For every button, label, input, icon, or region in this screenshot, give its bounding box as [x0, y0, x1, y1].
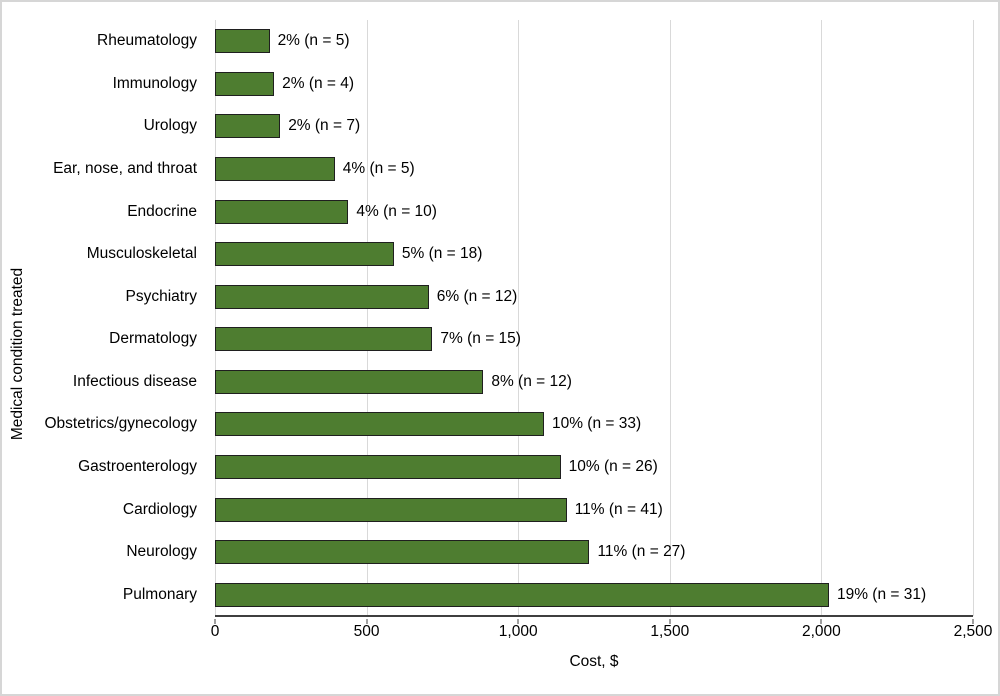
- bar-value-label: 11% (n = 41): [574, 500, 663, 518]
- gridline: [669, 20, 671, 616]
- category-label: Urology: [143, 117, 197, 135]
- x-axis-line: [214, 615, 974, 624]
- bar: [215, 284, 429, 309]
- category-axis: Rheumatology Immunology Urology Ear, nose, …: [2, 20, 206, 616]
- bar-row: 2% (n = 4): [215, 63, 973, 106]
- category-label: Cardiology: [122, 500, 197, 518]
- x-axis-title: Cost, $: [569, 653, 619, 670]
- x-tick-label: 1,000: [498, 623, 538, 640]
- bar: [215, 327, 433, 352]
- bar: [215, 582, 829, 607]
- bar: [215, 497, 567, 522]
- category-label: Ear, nose, and throat: [53, 160, 197, 178]
- bar: [215, 114, 281, 139]
- bar: [215, 455, 561, 480]
- bar: [215, 157, 335, 182]
- category-label: Dermatology: [109, 330, 197, 348]
- bar: [215, 540, 590, 565]
- bar-value-label: 8% (n = 12): [491, 372, 572, 390]
- bar-rows: 2% (n = 5) 2% (n = 4) 2% (n = 7) 4% (n = 5)…: [215, 20, 973, 616]
- bar-row: 11% (n = 27): [215, 531, 973, 574]
- bar-value-label: 10% (n = 26): [568, 458, 658, 476]
- bar-row: 7% (n = 15): [215, 318, 973, 361]
- bar-value-label: 4% (n = 5): [342, 160, 415, 178]
- bar-value-label: 2% (n = 5): [277, 32, 350, 50]
- x-tick-label: 2,000: [801, 623, 841, 640]
- category-label: Rheumatology: [97, 32, 197, 50]
- bar-row: 19% (n = 31): [215, 574, 973, 617]
- bar-value-label: 4% (n = 10): [356, 202, 437, 220]
- category-label: Immunology: [112, 74, 197, 92]
- bar-row: 2% (n = 7): [215, 105, 973, 148]
- bar-row: 8% (n = 12): [215, 361, 973, 404]
- bar-row: 5% (n = 18): [215, 233, 973, 276]
- gridlines: [215, 20, 974, 616]
- bar-value-label: 6% (n = 12): [436, 287, 518, 305]
- x-tick-labels: 0 500 1,000 1,500 2,000 2,500: [211, 623, 993, 641]
- bar-value-label: 11% (n = 27): [597, 543, 686, 561]
- bar-row: 2% (n = 5): [215, 20, 973, 63]
- bar-row: 4% (n = 5): [215, 148, 973, 191]
- bar-value-label: 7% (n = 15): [440, 330, 521, 348]
- gridline: [518, 20, 520, 616]
- x-axis-tick: [972, 619, 974, 624]
- bar-value-label: 2% (n = 7): [288, 117, 361, 135]
- bar-value-label: 10% (n = 33): [551, 415, 642, 433]
- bar: [215, 71, 275, 96]
- gridline: [821, 20, 823, 616]
- category-label: Infectious disease: [72, 372, 197, 390]
- x-axis-tick: [214, 619, 216, 624]
- category-label: Endocrine: [127, 202, 197, 220]
- category-label: Pulmonary: [122, 585, 197, 603]
- bar-value-label: 5% (n = 18): [401, 245, 483, 263]
- x-tick-label: 1,500: [650, 623, 690, 640]
- gridline: [973, 20, 974, 616]
- category-label: Neurology: [126, 543, 197, 561]
- x-axis-tick: [669, 619, 671, 624]
- bar-row: 10% (n = 26): [215, 446, 973, 489]
- gridline: [215, 20, 216, 616]
- plot-area: 2% (n = 5) 2% (n = 4) 2% (n = 7) 4% (n = 5)…: [215, 20, 974, 616]
- bar-value-label: 19% (n = 31): [836, 585, 927, 603]
- bar: [215, 29, 270, 54]
- bar: [215, 412, 544, 437]
- category-label: Gastroenterology: [78, 458, 197, 476]
- category-label: Obstetrics/gynecology: [44, 415, 198, 433]
- bar: [215, 199, 349, 224]
- category-label: Musculoskeletal: [86, 245, 197, 263]
- x-axis-tick: [820, 619, 822, 624]
- bar: [215, 242, 394, 267]
- bar-row: 4% (n = 10): [215, 190, 973, 233]
- x-tick-label: 500: [353, 623, 380, 640]
- bar-value-label: 2% (n = 4): [282, 74, 355, 92]
- x-tick-label: 2,500: [953, 623, 993, 640]
- bar: [215, 369, 484, 394]
- bar-row: 11% (n = 41): [215, 488, 973, 531]
- x-tick-label: 0: [210, 623, 220, 640]
- bar-row: 10% (n = 33): [215, 403, 973, 446]
- x-axis-tick: [366, 619, 368, 624]
- gridline: [366, 20, 368, 616]
- bar-row: 6% (n = 12): [215, 275, 973, 318]
- x-axis-tick: [517, 619, 519, 624]
- category-label: Psychiatry: [125, 287, 198, 305]
